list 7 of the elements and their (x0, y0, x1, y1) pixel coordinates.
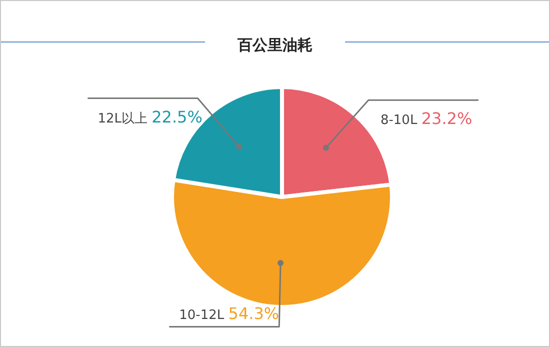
slice-label: 8-10L (380, 113, 422, 128)
chart-title: 百公里油耗 (236, 36, 312, 54)
slice-label: 10-12L (179, 308, 228, 323)
data-label: 23.2% (421, 109, 472, 128)
slice-label: 12L以上 (98, 111, 152, 126)
data-label: 22.5% (152, 107, 202, 126)
data-label: 54.3% (228, 304, 280, 323)
